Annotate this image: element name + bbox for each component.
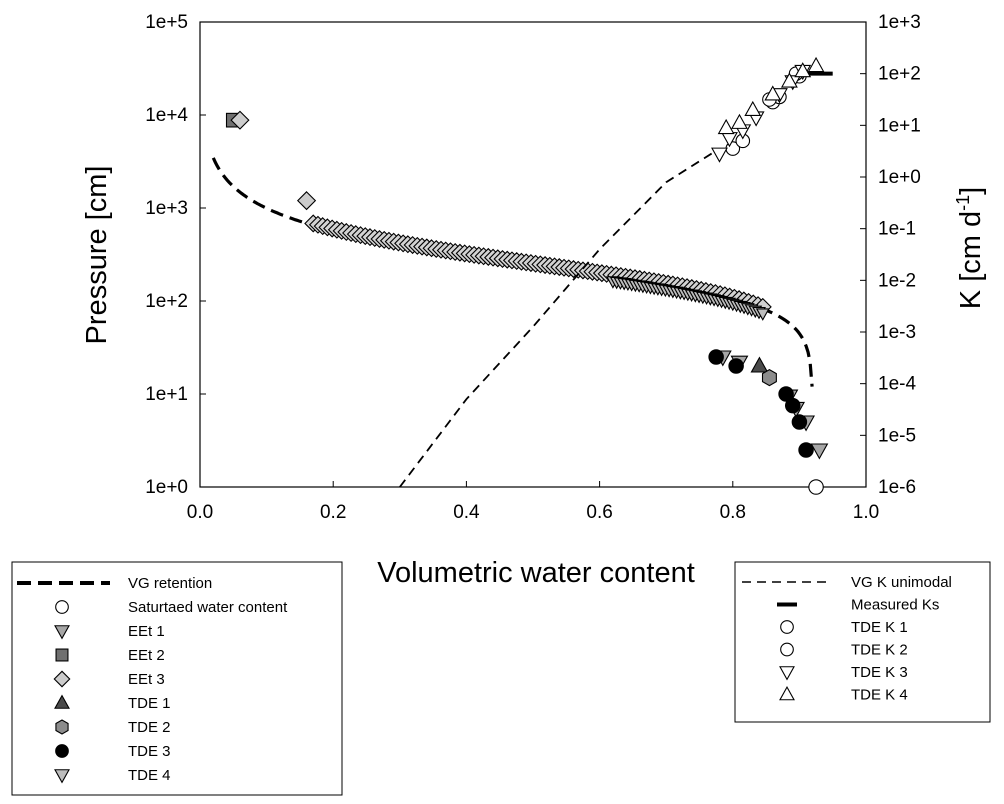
legend-swatch: [780, 642, 794, 657]
legend-swatch: [55, 719, 69, 735]
legend-label: TDE K 1: [851, 619, 908, 636]
y-tick-label: 1e+3: [145, 198, 188, 219]
y-axis-label: Pressure [cm]: [81, 166, 113, 345]
y2-tick-label: 1e-5: [878, 425, 916, 446]
x-tick-label: 1.0: [853, 502, 879, 523]
x-tick-label: 0.2: [320, 502, 346, 523]
tde4-band-point: [755, 308, 770, 321]
x-tick-label: 0.4: [453, 502, 480, 523]
y-tick-label: 1e+1: [145, 384, 188, 405]
legend-swatch: [53, 670, 71, 688]
tde-1-point: [750, 356, 769, 373]
legend-swatch: [780, 620, 794, 634]
legend-swatch: [55, 744, 69, 758]
y-tick-label: 1e+5: [145, 12, 188, 33]
y2-tick-label: 1e-3: [878, 322, 916, 343]
eet-3-point: [230, 110, 250, 130]
tde-k-4-point: [807, 56, 825, 73]
y2-tick-label: 1e-6: [878, 477, 916, 498]
x-axis-label: Volumetric water content: [377, 557, 695, 589]
legend-label: EEt 2: [128, 647, 165, 664]
y2-tick-label: 1e+3: [878, 12, 921, 33]
legend-label: EEt 1: [128, 623, 165, 640]
tde-3-point: [778, 386, 794, 402]
tde-k-4-point: [764, 85, 782, 101]
legend-label: TDE K 3: [851, 664, 908, 681]
tde-k-4-point: [780, 72, 798, 88]
legend-label: Measured Ks: [851, 597, 939, 614]
y2-label-main: K [cm d: [955, 211, 987, 309]
x-tick-label: 0.0: [187, 502, 213, 523]
y-tick-label: 1e+4: [145, 105, 188, 126]
legend-label: TDE 3: [128, 743, 171, 760]
legend-label: Saturtaed water content: [128, 599, 288, 616]
y-tick-label: 1e+2: [145, 291, 188, 312]
y2-tick-label: 1e-2: [878, 270, 916, 291]
tde-3-point: [728, 358, 744, 374]
legend-label: TDE K 4: [851, 687, 908, 704]
y2-tick-label: 1e-1: [878, 219, 916, 240]
legend-swatch: [54, 694, 70, 709]
tde-3-point: [708, 349, 724, 365]
conductivity-curve: [399, 147, 720, 488]
tde-2-point: [761, 368, 777, 387]
legend-label: VG K unimodal: [851, 574, 952, 591]
y2-tick-label: 1e+1: [878, 115, 921, 136]
x-tick-label: 0.8: [720, 502, 746, 523]
tde-k-4-point: [744, 100, 762, 117]
legend-label: VG retention: [128, 575, 212, 592]
legend-swatch: [55, 600, 69, 614]
legend-label: EEt 3: [128, 671, 165, 688]
tde-3-point: [791, 414, 808, 430]
legend-label: TDE 2: [128, 719, 171, 736]
legend-right: VG K unimodal Measured Ks TDE K 1 TDE K 2 TD…: [734, 561, 991, 723]
legend-swatch: [54, 769, 70, 784]
tde-k-4-point: [717, 118, 735, 135]
y2-tick-label: 1e+2: [878, 64, 921, 85]
eet-3-point: [296, 191, 317, 211]
tde-k-3-point: [711, 147, 728, 163]
y2-axis-label: K [cm d-1]: [953, 187, 987, 309]
legend-label: TDE 1: [128, 695, 171, 712]
x-tick-label: 0.6: [586, 502, 612, 523]
y2-label-sup: -1: [953, 195, 973, 211]
legend-label: TDE 4: [128, 767, 171, 784]
tde-k-4-point: [794, 62, 812, 78]
tde-3-point: [798, 442, 814, 458]
legend-label: TDE K 2: [851, 642, 908, 659]
legend-swatch: [54, 625, 70, 640]
y2-label-close: ]: [955, 187, 987, 195]
legend-swatch: [55, 648, 69, 662]
y2-tick-label: 1e+0: [878, 167, 921, 188]
y2-tick-label: 1e-4: [878, 374, 916, 395]
tde-k-4-point: [731, 113, 748, 129]
saturtaed-water-content-point: [808, 479, 824, 495]
legend-swatch: [779, 686, 795, 701]
eet-1-point: [810, 443, 829, 460]
tde-3-point: [784, 397, 801, 414]
legend-swatch: [779, 666, 795, 681]
plot-frame: [199, 21, 867, 488]
y-tick-label: 1e+0: [145, 477, 188, 498]
legend-left: VG retention Saturtaed water content EEt 1…: [11, 561, 343, 796]
